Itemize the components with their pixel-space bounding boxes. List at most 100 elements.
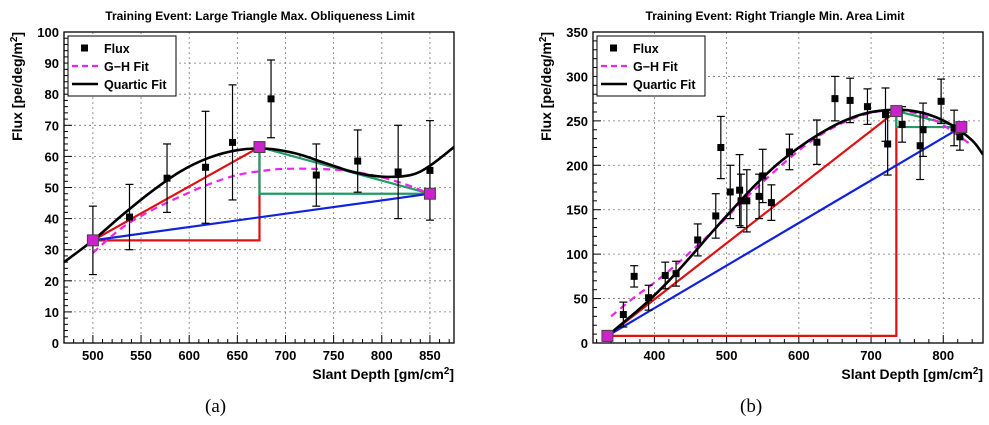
triangle-vertex-marker: [890, 105, 903, 118]
flux-point: [767, 199, 775, 207]
flux-point: [919, 126, 927, 134]
y-tick-label: 50: [574, 292, 588, 307]
flux-point: [229, 138, 237, 146]
triangle-vertex-marker: [253, 141, 266, 154]
y-tick-label: 40: [45, 212, 59, 227]
x-tick-label: 400: [644, 348, 666, 363]
flux-point: [712, 212, 720, 220]
green-triangle: [895, 110, 962, 129]
red-triangle: [606, 108, 898, 337]
legend-label: G−H Fit: [633, 60, 679, 74]
flux-point: [630, 272, 638, 280]
flux-point: [863, 103, 871, 111]
flux-point: [785, 148, 793, 156]
blue-line: [606, 126, 962, 337]
flux-point: [717, 144, 725, 152]
x-tick-label: 850: [419, 348, 441, 363]
plot-frame: [63, 31, 455, 344]
flux-point: [736, 186, 744, 194]
triangle-vertex-marker: [86, 234, 99, 247]
flux-point: [743, 197, 751, 205]
red-triangle: [92, 145, 261, 242]
flux-point: [846, 96, 854, 104]
triangle-vertex-marker: [423, 187, 436, 200]
y-tick-label: 10: [45, 305, 59, 320]
chart-title: Training Event: Large Triangle Max. Obli…: [105, 9, 414, 23]
legend-label: G−H Fit: [104, 60, 150, 74]
caption-a: (a): [205, 396, 227, 417]
y-tick-label: 100: [566, 247, 588, 262]
y-axis-label: Flux [pe/deg/m2]: [9, 32, 26, 141]
triangle-vertex-marker: [601, 329, 614, 342]
blue-line: [92, 192, 431, 242]
triangle-vertex-marker: [955, 121, 968, 134]
y-tick-label: 350: [566, 25, 588, 40]
y-tick-label: 100: [37, 25, 59, 40]
y-tick-label: 80: [45, 87, 59, 102]
legend-flux-marker: [81, 44, 88, 52]
flux-point: [884, 140, 892, 148]
flux-point: [354, 157, 362, 165]
flux-point: [661, 271, 669, 279]
flux-point: [950, 124, 958, 132]
x-axis-label: Slant Depth [gm/cm2]: [312, 366, 454, 383]
y-axis-label: Flux [pe/deg/m2]: [538, 32, 555, 141]
y-tick-label: 30: [45, 243, 59, 258]
flux-point: [645, 294, 653, 302]
caption-b: (b): [740, 396, 763, 417]
plot-area: [603, 75, 983, 342]
x-tick-label: 650: [226, 348, 248, 363]
x-tick-label: 500: [82, 348, 104, 363]
y-tick-label: 200: [566, 158, 588, 173]
plot-area: [64, 59, 454, 276]
plot-frame: [592, 31, 984, 344]
flux-point: [882, 111, 889, 119]
flux-point: [202, 163, 210, 171]
flux-point: [831, 95, 839, 103]
y-tick-label: 60: [45, 149, 59, 164]
y-tick-label: 20: [45, 274, 59, 289]
y-tick-label: 0: [581, 336, 588, 351]
y-tick-label: 250: [566, 114, 588, 129]
y-tick-label: 150: [566, 203, 588, 218]
x-tick-label: 600: [788, 348, 810, 363]
flux-point: [937, 97, 945, 105]
flux-point: [672, 270, 680, 278]
x-tick-label: 600: [178, 348, 200, 363]
legend-label: Flux: [104, 42, 130, 56]
y-tick-label: 300: [566, 69, 588, 84]
x-tick-label: 700: [860, 348, 882, 363]
flux-point: [394, 168, 402, 176]
x-tick-label: 500: [716, 348, 738, 363]
flux-point: [426, 166, 434, 174]
flux-point: [755, 192, 763, 200]
quartic-fit-curve: [606, 108, 983, 337]
y-tick-label: 70: [45, 118, 59, 133]
flux-point: [694, 236, 702, 244]
flux-point: [737, 197, 745, 205]
x-tick-label: 800: [932, 348, 954, 363]
flux-point: [125, 213, 133, 221]
y-tick-label: 90: [45, 56, 59, 71]
y-tick-label: 0: [52, 336, 59, 351]
chart-a: Training Event: Large Triangle Max. Obli…: [9, 9, 455, 382]
x-tick-label: 550: [130, 348, 152, 363]
flux-point: [813, 138, 821, 146]
flux-point: [898, 120, 906, 128]
x-axis-label: Slant Depth [gm/cm2]: [841, 366, 983, 383]
x-tick-label: 700: [275, 348, 297, 363]
flux-point: [312, 171, 320, 179]
gh-fit-curve: [610, 109, 973, 318]
y-tick-label: 50: [45, 181, 59, 196]
flux-point: [267, 95, 275, 103]
chart-title: Training Event: Right Triangle Min. Area…: [646, 9, 905, 23]
flux-point: [759, 172, 767, 180]
x-tick-label: 800: [371, 348, 393, 363]
flux-point: [726, 188, 734, 196]
flux-point: [956, 133, 964, 141]
legend-label: Flux: [633, 42, 659, 56]
flux-point: [916, 142, 924, 150]
legend-label: Quartic Fit: [104, 78, 167, 92]
legend-flux-marker: [610, 44, 617, 52]
